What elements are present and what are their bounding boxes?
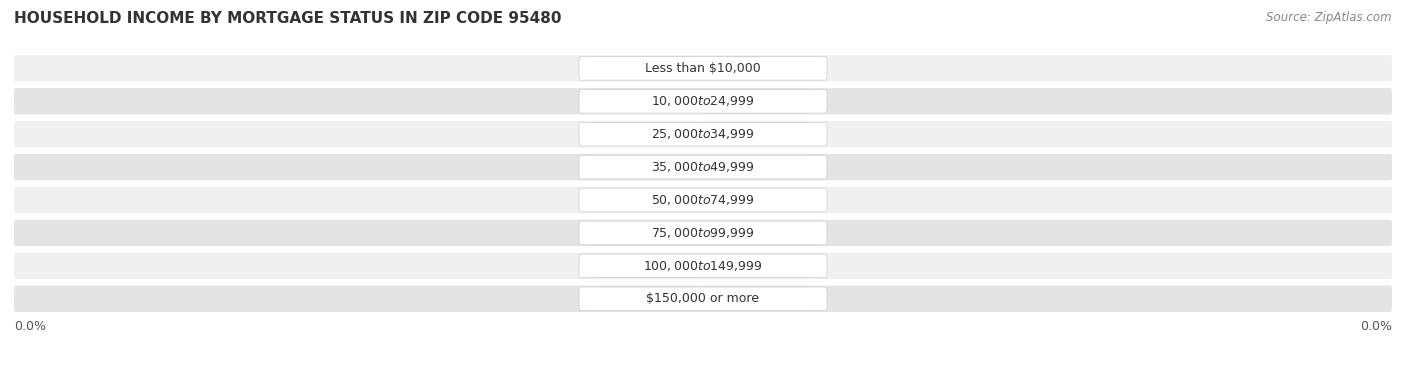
Text: 0.0%: 0.0% (631, 128, 664, 141)
FancyBboxPatch shape (579, 287, 827, 311)
FancyBboxPatch shape (14, 220, 1392, 246)
FancyBboxPatch shape (593, 155, 703, 179)
Text: 0.0%: 0.0% (631, 161, 664, 173)
Text: 0.0%: 0.0% (631, 95, 664, 108)
Text: 0.0%: 0.0% (742, 193, 775, 207)
Text: 0.0%: 0.0% (631, 259, 664, 273)
FancyBboxPatch shape (593, 122, 703, 146)
Text: 0.0%: 0.0% (631, 62, 664, 75)
FancyBboxPatch shape (579, 188, 827, 212)
Text: 0.0%: 0.0% (742, 128, 775, 141)
Text: $10,000 to $24,999: $10,000 to $24,999 (651, 94, 755, 108)
Text: 0.0%: 0.0% (742, 95, 775, 108)
Text: $75,000 to $99,999: $75,000 to $99,999 (651, 226, 755, 240)
FancyBboxPatch shape (579, 155, 827, 179)
FancyBboxPatch shape (14, 55, 1392, 81)
FancyBboxPatch shape (593, 221, 703, 245)
FancyBboxPatch shape (703, 57, 813, 80)
FancyBboxPatch shape (593, 188, 703, 212)
FancyBboxPatch shape (703, 155, 813, 179)
FancyBboxPatch shape (14, 88, 1392, 114)
Text: 0.0%: 0.0% (742, 227, 775, 239)
Text: 0.0%: 0.0% (742, 161, 775, 173)
Text: $35,000 to $49,999: $35,000 to $49,999 (651, 160, 755, 174)
FancyBboxPatch shape (579, 57, 827, 80)
FancyBboxPatch shape (579, 221, 827, 245)
Text: $150,000 or more: $150,000 or more (647, 292, 759, 305)
FancyBboxPatch shape (593, 89, 703, 113)
FancyBboxPatch shape (14, 121, 1392, 147)
FancyBboxPatch shape (14, 253, 1392, 279)
FancyBboxPatch shape (14, 154, 1392, 180)
FancyBboxPatch shape (703, 254, 813, 278)
Text: 0.0%: 0.0% (742, 62, 775, 75)
Text: HOUSEHOLD INCOME BY MORTGAGE STATUS IN ZIP CODE 95480: HOUSEHOLD INCOME BY MORTGAGE STATUS IN Z… (14, 11, 561, 26)
FancyBboxPatch shape (593, 287, 703, 311)
FancyBboxPatch shape (703, 221, 813, 245)
Text: 0.0%: 0.0% (742, 292, 775, 305)
Text: 0.0%: 0.0% (14, 320, 46, 333)
FancyBboxPatch shape (14, 286, 1392, 312)
Text: $50,000 to $74,999: $50,000 to $74,999 (651, 193, 755, 207)
FancyBboxPatch shape (703, 287, 813, 311)
Text: Less than $10,000: Less than $10,000 (645, 62, 761, 75)
Text: Source: ZipAtlas.com: Source: ZipAtlas.com (1267, 11, 1392, 24)
FancyBboxPatch shape (579, 89, 827, 113)
Text: 0.0%: 0.0% (631, 193, 664, 207)
FancyBboxPatch shape (14, 187, 1392, 213)
Text: $25,000 to $34,999: $25,000 to $34,999 (651, 127, 755, 141)
FancyBboxPatch shape (593, 57, 703, 80)
FancyBboxPatch shape (703, 188, 813, 212)
Text: 0.0%: 0.0% (1360, 320, 1392, 333)
FancyBboxPatch shape (579, 254, 827, 278)
FancyBboxPatch shape (579, 122, 827, 146)
FancyBboxPatch shape (593, 254, 703, 278)
Text: 0.0%: 0.0% (631, 292, 664, 305)
FancyBboxPatch shape (703, 89, 813, 113)
Text: $100,000 to $149,999: $100,000 to $149,999 (644, 259, 762, 273)
Text: 0.0%: 0.0% (742, 259, 775, 273)
FancyBboxPatch shape (703, 122, 813, 146)
Text: 0.0%: 0.0% (631, 227, 664, 239)
